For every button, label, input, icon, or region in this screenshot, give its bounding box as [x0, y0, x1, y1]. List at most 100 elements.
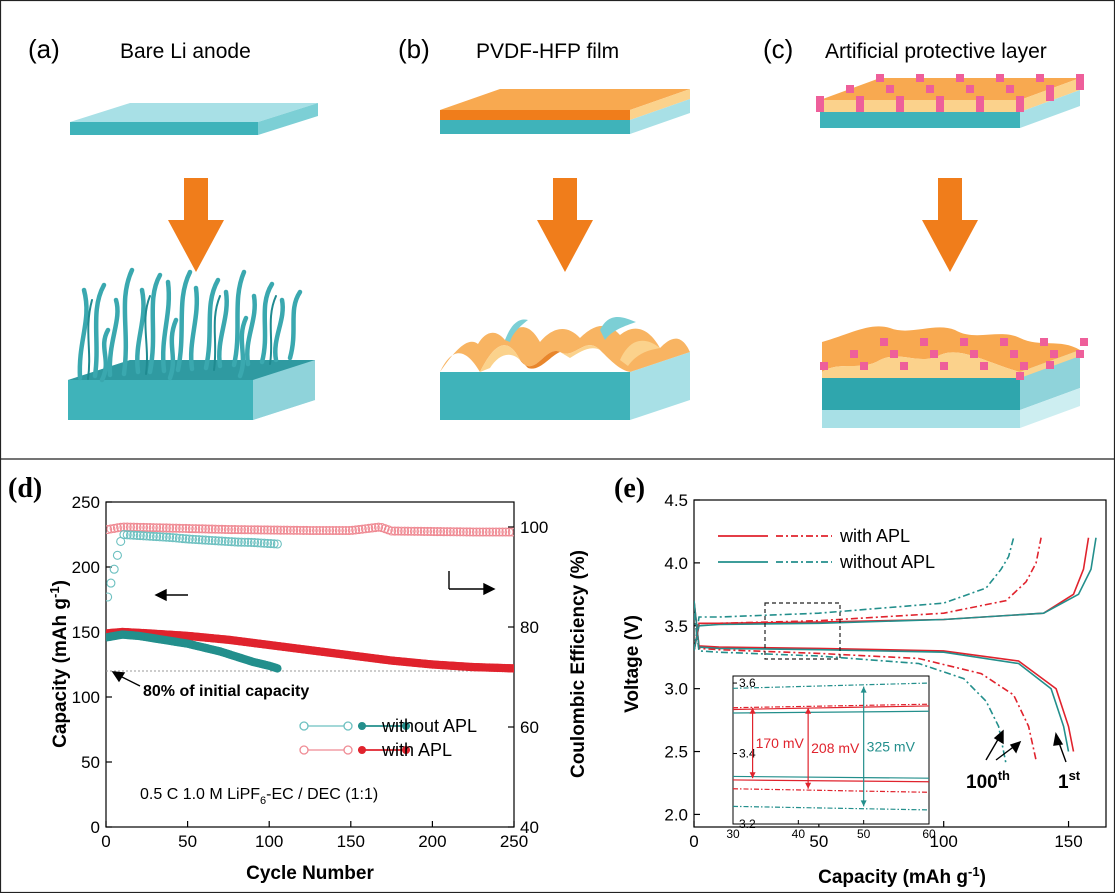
apl-dot — [1076, 74, 1084, 82]
apl-dot — [890, 350, 898, 358]
data-point — [174, 533, 184, 543]
data-point — [498, 527, 508, 537]
data-point — [158, 532, 168, 542]
panel-label-d: (d) — [8, 473, 42, 504]
data-point — [217, 524, 227, 534]
condition-part-2: -EC / DEC (1:1) — [266, 786, 378, 803]
apl-dot — [1076, 350, 1084, 358]
apl-dot — [916, 74, 924, 82]
inset-curve — [732, 779, 930, 783]
arrow-to-reference-icon — [111, 671, 141, 687]
film-coated-plate — [440, 89, 690, 134]
data-point — [220, 536, 230, 546]
apl-dot — [996, 74, 1004, 82]
plot-frame-e — [693, 499, 1107, 828]
data-point — [344, 525, 354, 536]
gap-arrow-icon — [749, 772, 756, 779]
data-point — [246, 525, 256, 535]
orange-arrow-icon — [537, 178, 593, 272]
initial-capacity-annotation: 80% of initial capacity — [143, 683, 309, 700]
data-point — [295, 525, 305, 535]
data-point — [249, 525, 260, 535]
y-axis-label-d: Capacity (mAh g-1) — [47, 580, 71, 748]
data-point — [184, 534, 194, 544]
data-point — [230, 525, 240, 535]
data-point — [266, 539, 276, 549]
data-point — [233, 537, 243, 547]
curve-100th-discharge-without-apl — [694, 613, 1007, 765]
arrow-to-capacity-axis-icon — [154, 588, 188, 602]
gap-arrow-icon — [749, 707, 756, 714]
arrow-to-efficiency-axis-icon — [448, 571, 496, 596]
apl-dot — [960, 338, 968, 346]
data-point — [116, 522, 126, 532]
dendrite-block — [68, 267, 315, 420]
data-point — [354, 524, 364, 535]
data-point — [282, 525, 292, 535]
data-point — [240, 525, 250, 535]
cycle-label-100th-text: 100th — [966, 768, 1010, 793]
data-point — [263, 538, 273, 548]
cycle-label-1st-text: 1st — [1058, 768, 1081, 793]
y2-tick-label-d: 100 — [520, 518, 548, 537]
panel-label-b: (b) — [398, 34, 430, 64]
series-capacity-with-apl — [106, 627, 514, 673]
apl-dot — [980, 362, 988, 370]
data-point — [458, 527, 468, 537]
apl-dot — [1046, 85, 1054, 93]
data-point — [315, 525, 325, 536]
data-point — [174, 523, 184, 533]
apl-dot — [896, 96, 904, 104]
data-point — [165, 523, 175, 533]
data-point — [191, 534, 201, 545]
data-point — [155, 532, 165, 542]
inset-curve — [732, 703, 930, 709]
data-point — [292, 525, 302, 535]
data-point — [462, 527, 472, 537]
data-point — [106, 578, 116, 588]
apl-dot — [940, 362, 948, 370]
y-tick-label-d: 150 — [72, 623, 100, 642]
data-point — [272, 539, 282, 549]
apl-dot — [970, 350, 978, 358]
data-point — [432, 527, 442, 537]
inset-curve — [732, 805, 930, 811]
data-point — [223, 536, 233, 547]
legend-item-e-with-apl: with APL — [718, 526, 910, 546]
inset-x-tick-label: 60 — [922, 827, 936, 841]
apl-dot — [816, 96, 824, 104]
data-point — [227, 537, 237, 547]
legend-e: with APL without APL — [718, 526, 935, 572]
data-point — [465, 527, 475, 537]
data-point — [406, 526, 416, 536]
data-point — [360, 524, 371, 534]
data-point — [413, 526, 423, 536]
data-point — [285, 525, 295, 535]
data-point — [210, 536, 220, 546]
data-point — [204, 524, 214, 534]
data-point — [109, 523, 119, 533]
data-point — [171, 523, 181, 533]
y2-axis-label-d: Coulombic Efficiency (%) — [568, 550, 589, 778]
data-point — [422, 526, 433, 536]
data-point — [249, 538, 260, 548]
data-point — [246, 537, 256, 548]
data-point — [194, 535, 204, 545]
data-point — [106, 524, 113, 535]
apl-dot — [880, 338, 888, 346]
x-axis-label-e-sup: -1 — [968, 864, 980, 879]
data-point — [129, 530, 139, 540]
data-point — [148, 523, 158, 533]
data-point — [135, 531, 145, 541]
data-point — [181, 523, 191, 534]
data-point — [351, 525, 361, 535]
apl-protected-block — [822, 326, 1080, 428]
gap-arrow-icon — [805, 707, 812, 714]
y-tick-label-d: 250 — [72, 493, 100, 512]
data-point — [311, 525, 322, 536]
data-point — [158, 523, 168, 533]
data-point — [138, 531, 149, 541]
curve-1st-discharge-without-apl — [694, 600, 1070, 752]
data-point — [318, 525, 328, 536]
